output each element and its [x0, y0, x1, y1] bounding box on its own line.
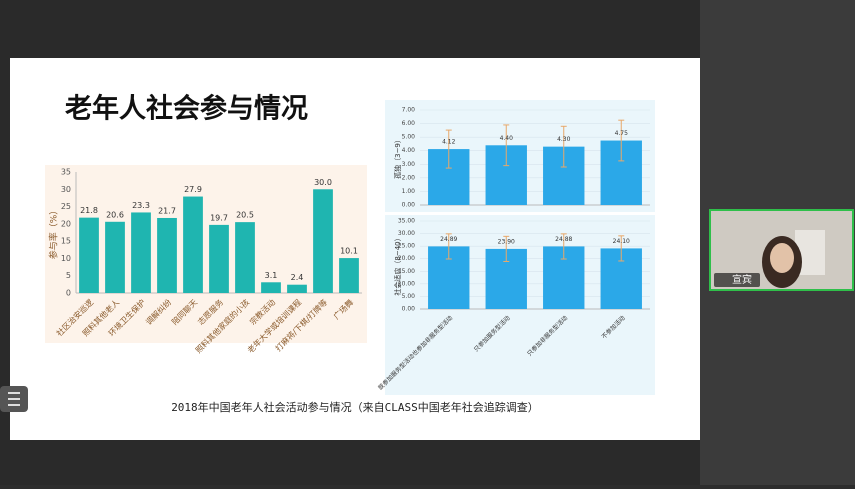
y-tick-label: 20.00	[398, 255, 415, 262]
bar	[209, 224, 229, 293]
y-tick-label: 25.00	[398, 243, 415, 250]
value-label: 24.10	[613, 238, 630, 245]
bar	[313, 189, 333, 293]
bar	[157, 217, 177, 293]
y-tick-label: 35	[61, 168, 71, 177]
value-label: 24.88	[555, 236, 572, 243]
value-label: 21.8	[80, 206, 98, 215]
y-tick-label: 5.00	[402, 293, 416, 300]
bar	[131, 212, 151, 293]
value-label: 3.1	[265, 271, 278, 280]
y-tick-label: 1.00	[402, 188, 416, 195]
y-tick-label: 0	[66, 289, 71, 298]
slide-title: 老年人社会参与情况	[65, 93, 308, 125]
value-label: 2.4	[291, 273, 304, 282]
y-tick-label: 0.00	[402, 202, 416, 209]
bar	[339, 258, 359, 293]
value-label: 4.40	[500, 135, 514, 142]
caption: 2018年中国老年人社会活动参与情况（来自CLASS中国老年社会追踪调查）	[171, 400, 539, 414]
bar	[235, 222, 255, 293]
value-label: 23.90	[498, 238, 515, 245]
y-axis-label: 社会适应（8~40）	[393, 234, 402, 295]
value-label: 27.9	[184, 185, 202, 194]
y-tick-label: 15.00	[398, 268, 415, 275]
y-tick-label: 30.00	[398, 230, 415, 237]
value-label: 24.89	[440, 236, 457, 243]
menu-icon	[8, 392, 20, 406]
y-tick-label: 7.00	[402, 107, 416, 114]
participant-face	[770, 243, 794, 273]
value-label: 20.5	[236, 211, 254, 220]
value-label: 23.3	[132, 201, 150, 210]
participant-name: 宣宾	[732, 273, 752, 286]
y-tick-label: 25	[61, 202, 71, 211]
bar	[105, 221, 125, 293]
y-axis-label: 孤独（3~9）	[393, 136, 402, 179]
value-label: 10.1	[340, 247, 358, 256]
y-tick-label: 35.00	[398, 218, 415, 225]
y-tick-label: 0.00	[402, 306, 416, 313]
value-label: 4.30	[557, 136, 571, 143]
name-tag	[714, 273, 760, 287]
value-label: 20.6	[106, 210, 124, 219]
value-label: 21.7	[158, 206, 176, 215]
y-tick-label: 6.00	[402, 120, 416, 127]
y-tick-label: 15	[61, 237, 71, 246]
y-axis-label: 参与率（%）	[48, 206, 60, 260]
y-tick-label: 2.00	[402, 174, 416, 181]
bar	[183, 196, 203, 293]
y-tick-label: 10	[61, 254, 71, 263]
bar	[261, 282, 281, 293]
bar	[79, 217, 99, 293]
y-tick-label: 30	[61, 185, 71, 194]
value-label: 4.12	[442, 139, 456, 146]
bar	[287, 284, 307, 293]
value-label: 4.75	[615, 130, 629, 137]
value-label: 19.7	[210, 213, 228, 222]
y-tick-label: 3.00	[402, 161, 416, 168]
y-tick-label: 5.00	[402, 134, 416, 141]
value-label: 30.0	[314, 178, 332, 187]
y-tick-label: 20	[61, 219, 71, 228]
y-tick-label: 4.00	[402, 147, 416, 154]
y-tick-label: 10.00	[398, 280, 415, 287]
y-tick-label: 5	[66, 271, 71, 280]
